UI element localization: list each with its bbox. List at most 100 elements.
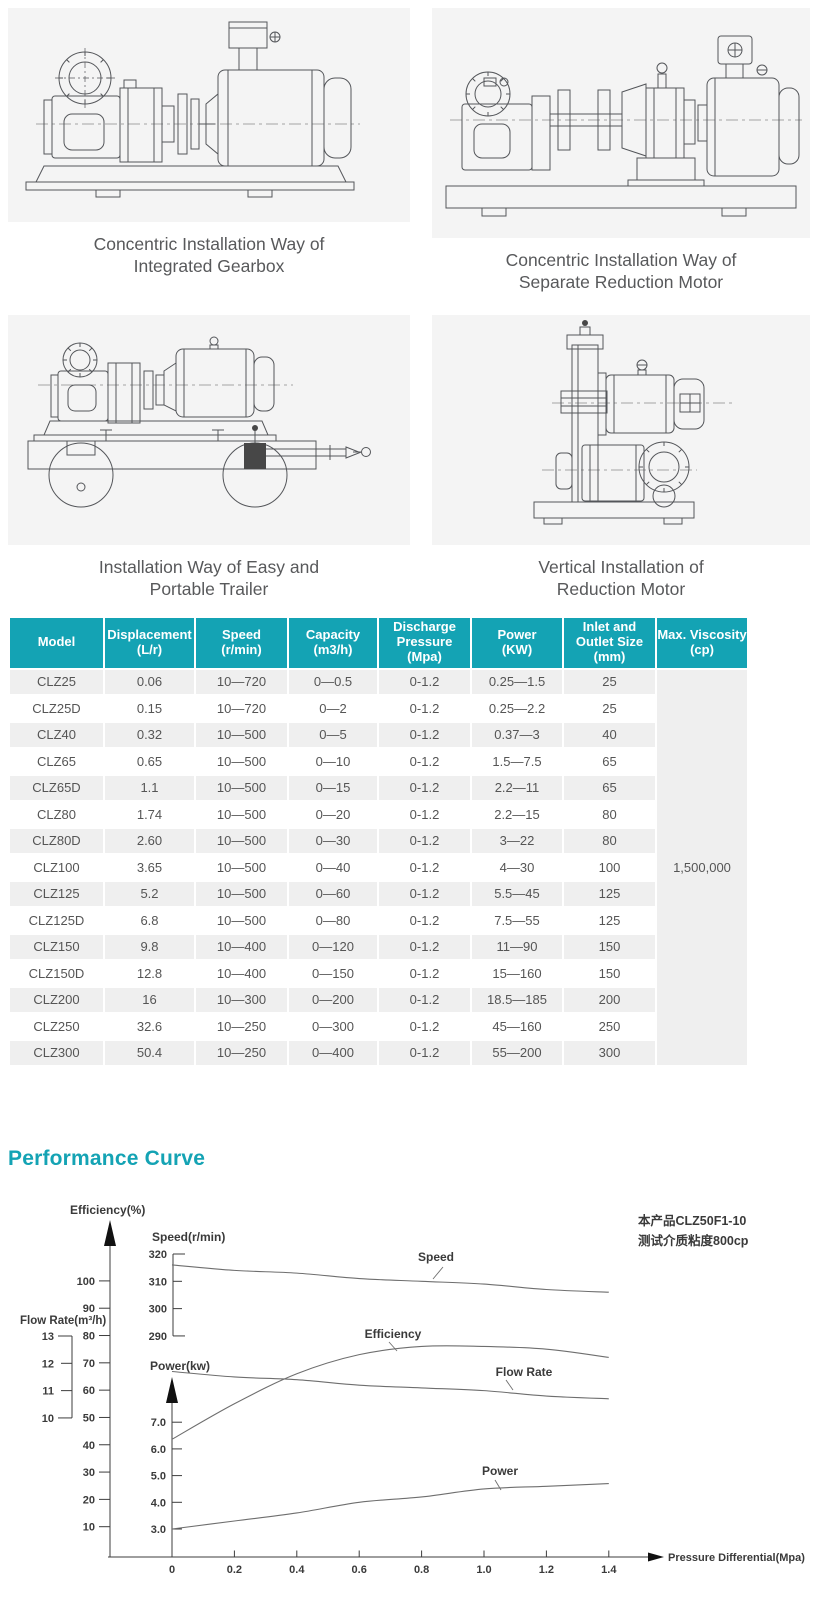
spec-cell: 2.60 — [103, 826, 196, 856]
spec-cell: 10—500 — [194, 879, 289, 909]
x-axis-arrow — [648, 1552, 664, 1562]
chart-text: Flow Rate(m³/h) — [20, 1315, 106, 1327]
spec-cell: CLZ250 — [8, 1012, 105, 1041]
spec-row-CLZ125: CLZ125 5.2 10—500 0—60 0-1.2 5.5—45 125 — [8, 879, 748, 909]
spec-cell: 0—40 — [287, 853, 379, 882]
spec-cell: 0—120 — [287, 932, 379, 962]
spec-cell: 5.5—45 — [470, 879, 564, 909]
spec-cell: 10—500 — [194, 853, 289, 882]
caption-line: Separate Reduction Motor — [518, 272, 724, 293]
spec-row-CLZ150D: CLZ150D 12.8 10—400 0—150 0-1.2 15—160 150 — [8, 959, 748, 988]
spec-cell: 6.8 — [103, 906, 196, 935]
spec-cell: 0—20 — [287, 800, 379, 829]
spec-cell: 0-1.2 — [377, 800, 472, 829]
spec-column-header: Speed (r/min) — [194, 615, 289, 670]
chart-text: Efficiency(%) — [70, 1203, 145, 1217]
spec-cell: CLZ80D — [8, 826, 105, 856]
spec-row-CLZ80D: CLZ80D 2.60 10—500 0—30 0-1.2 3—22 80 — [8, 826, 748, 856]
spec-column-header: Max. Viscosity (cp) — [655, 615, 749, 670]
spec-row-CLZ65: CLZ65 0.65 10—500 0—10 0-1.2 1.5—7.5 65 — [8, 747, 748, 776]
spec-cell: 1.1 — [103, 773, 196, 803]
spec-row-CLZ200: CLZ200 16 10—300 0—200 0-1.2 18.5—185 200 — [8, 985, 748, 1015]
spec-row-CLZ80: CLZ80 1.74 10—500 0—20 0-1.2 2.2—15 80 — [8, 800, 748, 829]
spec-cell: 2.2—11 — [470, 773, 564, 803]
spec-cell: 3.65 — [103, 853, 196, 882]
spec-cell: 0.65 — [103, 747, 196, 776]
curve-flow — [171, 1371, 609, 1400]
spec-cell: 0-1.2 — [377, 720, 472, 750]
spec-cell: 10—500 — [194, 826, 289, 856]
chart-text: Efficiency — [365, 1327, 422, 1341]
efficiency-axis-arrow — [104, 1220, 116, 1247]
spec-cell: 10—500 — [194, 720, 289, 750]
spec-cell: 10—400 — [194, 932, 289, 962]
chart-text: 1.0 — [476, 1564, 491, 1576]
spec-cell: 25 — [562, 667, 657, 697]
curve-efficiency — [171, 1345, 609, 1440]
chart-text: 40 — [83, 1440, 95, 1452]
performance-chart-canvas: Pressure Differential(Mpa) 0 0.2 0.4 0.6 0.8 1… — [20, 1203, 805, 1576]
spec-cell: 10—250 — [194, 1012, 289, 1041]
installation-figure: Installation Way of Easy and Portable Tr… — [8, 314, 410, 601]
chart-text: 50 — [83, 1413, 95, 1425]
chart-text: 0 — [169, 1564, 175, 1576]
spec-cell: 0.25—2.2 — [470, 694, 564, 723]
spec-cell: 0.06 — [103, 667, 196, 697]
spec-cell: 0—400 — [287, 1038, 379, 1068]
spec-cell: 10—720 — [194, 667, 289, 697]
technical-drawing-portable-trailer — [8, 314, 410, 545]
spec-cell: 65 — [562, 773, 657, 803]
drawing-caption: Concentric Installation Way of Separate … — [432, 249, 810, 294]
spec-cell: 0.37—3 — [470, 720, 564, 750]
installation-figure: Vertical Installation of Reduction Motor — [432, 314, 810, 601]
spec-cell: 250 — [562, 1012, 657, 1041]
spec-cell: 0—15 — [287, 773, 379, 803]
spec-row-CLZ40: CLZ40 0.32 10—500 0—5 0-1.2 0.37—3 40 — [8, 720, 748, 750]
spec-cell: 0—300 — [287, 1012, 379, 1041]
caption-line: Reduction Motor — [556, 579, 686, 600]
spec-cell: 55—200 — [470, 1038, 564, 1068]
drawing-caption: Concentric Installation Way of Integrate… — [8, 233, 410, 278]
spec-cell: 0-1.2 — [377, 826, 472, 856]
spec-cell: CLZ65 — [8, 747, 105, 776]
spec-cell: CLZ40 — [8, 720, 105, 750]
technical-drawing-vertical-reduction-motor — [432, 314, 810, 545]
spec-cell: 125 — [562, 879, 657, 909]
spec-cell: CLZ200 — [8, 985, 105, 1015]
spec-cell: 11—90 — [470, 932, 564, 962]
spec-cell: 10—500 — [194, 773, 289, 803]
chart-text: 1.4 — [601, 1564, 617, 1576]
spec-cell: 0—2 — [287, 694, 379, 723]
spec-cell: CLZ25D — [8, 694, 105, 723]
installation-drawings-row-2: Installation Way of Easy and Portable Tr… — [0, 314, 818, 601]
spec-cell: 3—22 — [470, 826, 564, 856]
spec-cell: CLZ300 — [8, 1038, 105, 1068]
chart-text: Flow Rate — [496, 1365, 553, 1379]
max-viscosity-cell: 1,500,000 — [655, 667, 749, 1068]
spec-cell: 45—160 — [470, 1012, 564, 1041]
spec-cell: 0—0.5 — [287, 667, 379, 697]
spec-cell: 25 — [562, 694, 657, 723]
chart-text: 12 — [42, 1358, 54, 1370]
spec-cell: 0-1.2 — [377, 694, 472, 723]
spec-cell: 16 — [103, 985, 196, 1015]
spec-column-header: Inlet and Outlet Size (mm) — [562, 615, 657, 670]
spec-cell: 5.2 — [103, 879, 196, 909]
spec-cell: 10—400 — [194, 959, 289, 988]
spec-cell: 0-1.2 — [377, 667, 472, 697]
spec-cell: 0-1.2 — [377, 853, 472, 882]
chart-text: 310 — [149, 1276, 167, 1288]
chart-text: 70 — [83, 1358, 95, 1370]
chart-text: 7.0 — [151, 1417, 166, 1429]
spec-cell: 65 — [562, 747, 657, 776]
chart-text: 1.2 — [539, 1564, 554, 1576]
chart-text: 100 — [77, 1276, 95, 1288]
spec-table: Model Displacement (L/r) Speed (r/min) Capaci… — [8, 615, 749, 1068]
chart-text: 5.0 — [151, 1471, 166, 1483]
chart-text: 20 — [83, 1494, 95, 1506]
spec-cell: CLZ25 — [8, 667, 105, 697]
spec-column-header: Model — [8, 615, 105, 670]
spec-cell: 10—300 — [194, 985, 289, 1015]
chart-text: 0.8 — [414, 1564, 429, 1576]
spec-cell: 0.15 — [103, 694, 196, 723]
